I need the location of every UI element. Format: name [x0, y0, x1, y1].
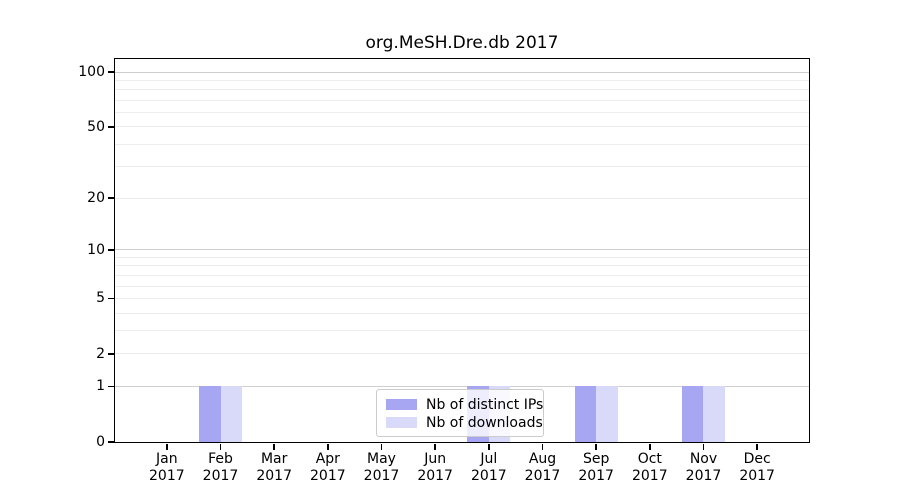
minor-gridline	[115, 285, 809, 287]
minor-gridline	[115, 197, 809, 199]
x-tick-label: Nov 2017	[685, 451, 722, 484]
legend-entry-downloads: Nb of downloads	[386, 414, 543, 431]
x-tick-mark	[756, 443, 758, 450]
x-tick-label: Apr 2017	[310, 451, 346, 484]
legend-swatch-downloads	[386, 417, 417, 428]
x-tick-mark	[595, 443, 597, 450]
x-tick-mark	[434, 443, 436, 450]
y-tick-mark	[107, 385, 114, 388]
y-tick-mark	[107, 441, 114, 443]
minor-gridline	[115, 265, 809, 267]
y-tick-mark	[107, 126, 114, 128]
y-tick-label: 1	[96, 378, 105, 395]
minor-gridline	[115, 79, 809, 81]
y-tick-mark	[107, 197, 114, 199]
x-tick-label: Sep 2017	[578, 451, 614, 484]
y-tick-mark	[107, 249, 114, 251]
minor-gridline	[115, 256, 809, 258]
bar-downloads	[596, 386, 618, 442]
y-tick-label: 5	[96, 290, 105, 307]
x-tick-mark	[488, 443, 490, 450]
minor-gridline	[115, 297, 809, 299]
y-tick-mark	[107, 71, 114, 73]
bar-distinct-ips	[682, 386, 704, 442]
minor-gridline	[115, 353, 809, 355]
legend-entry-distinct-ips: Nb of distinct IPs	[386, 396, 543, 413]
major-gridline	[115, 385, 809, 387]
x-tick-mark	[273, 443, 275, 450]
minor-gridline	[115, 126, 809, 128]
y-tick-mark	[107, 353, 114, 355]
minor-gridline	[115, 312, 809, 314]
y-tick-label: 50	[87, 118, 105, 135]
major-gridline	[115, 249, 809, 251]
minor-gridline	[115, 330, 809, 332]
x-tick-mark	[327, 443, 329, 450]
x-tick-label: Aug 2017	[524, 451, 561, 484]
y-tick-label: 0	[96, 434, 105, 450]
x-tick-label: Dec 2017	[739, 451, 775, 484]
minor-gridline	[115, 166, 809, 168]
legend-label-distinct-ips: Nb of distinct IPs	[426, 396, 544, 413]
x-tick-mark	[541, 443, 544, 450]
y-tick-label: 20	[87, 190, 105, 206]
x-tick-label: May 2017	[363, 451, 400, 484]
minor-gridline	[115, 274, 809, 276]
y-tick-label: 10	[87, 241, 105, 258]
x-tick-mark	[219, 443, 222, 450]
y-tick-label: 100	[78, 64, 105, 81]
y-tick-mark	[107, 297, 114, 300]
x-tick-mark	[649, 443, 651, 450]
x-tick-mark	[166, 443, 168, 450]
x-tick-label: Jul 2017	[471, 451, 507, 484]
legend: Nb of distinct IPs Nb of downloads	[376, 389, 544, 437]
x-tick-label: Jan 2017	[149, 451, 185, 484]
bar-distinct-ips	[199, 386, 221, 442]
x-tick-label: Oct 2017	[631, 451, 668, 484]
minor-gridline	[115, 89, 809, 91]
y-tick-label: 2	[96, 345, 105, 362]
bar-downloads	[220, 386, 242, 442]
chart-title: org.MeSH.Dre.db 2017	[365, 33, 559, 53]
x-tick-label: Mar 2017	[256, 451, 292, 484]
legend-swatch-distinct-ips	[386, 399, 417, 410]
legend-label-downloads: Nb of downloads	[426, 414, 543, 431]
bar-distinct-ips	[574, 386, 597, 442]
bar-downloads	[703, 386, 725, 442]
x-tick-mark	[702, 443, 705, 450]
plot-area: Nb of distinct IPs Nb of downloads 0 1 2 5 1…	[78, 58, 810, 484]
x-tick-mark	[380, 443, 383, 450]
x-tick-label: Jun 2017	[417, 451, 453, 484]
major-gridline	[115, 71, 809, 73]
minor-gridline	[115, 99, 809, 101]
minor-gridline	[115, 143, 809, 145]
x-tick-label: Feb 2017	[202, 451, 239, 484]
minor-gridline	[115, 112, 809, 114]
